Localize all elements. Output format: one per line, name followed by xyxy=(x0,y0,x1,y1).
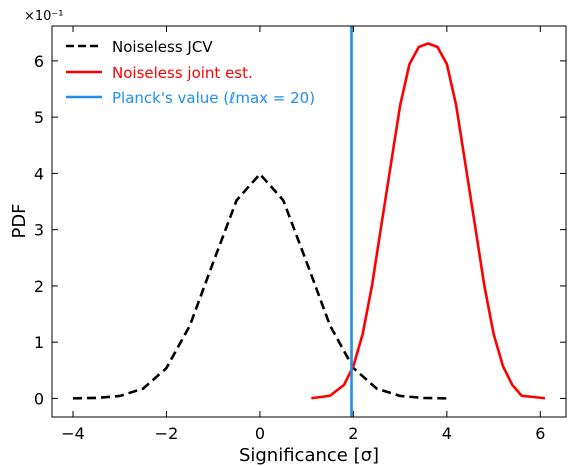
joint-point xyxy=(455,104,457,106)
x-tick-label: 0 xyxy=(255,424,265,443)
y-tick-label: 5 xyxy=(34,108,44,127)
jcv-point xyxy=(142,387,144,389)
jcv-point xyxy=(422,397,424,399)
joint-point xyxy=(399,104,401,106)
x-tick-label: 2 xyxy=(348,424,358,443)
y-tick-label: 4 xyxy=(34,164,44,183)
y-tick-label: 3 xyxy=(34,221,44,240)
joint-point xyxy=(446,63,448,65)
joint-point xyxy=(474,223,476,225)
series-joint-line xyxy=(311,42,546,400)
legend-label-joint: Noiseless joint est. xyxy=(112,64,253,82)
jcv-point xyxy=(165,367,167,369)
legend: Noiseless JCV Noiseless joint est. Planc… xyxy=(66,38,315,107)
series-layer xyxy=(72,26,546,417)
joint-point xyxy=(343,384,345,386)
plot-background xyxy=(52,26,566,417)
joint-point xyxy=(310,397,312,399)
jcv-point xyxy=(212,261,214,263)
jcv-point xyxy=(446,397,448,399)
joint-point xyxy=(520,395,522,397)
series-jcv-line xyxy=(73,172,447,400)
jcv-point xyxy=(189,324,191,326)
joint-point xyxy=(502,365,504,367)
legend-label-planck: Planck's value (ℓmax = 20) xyxy=(112,89,315,107)
x-tick-label: 6 xyxy=(535,424,545,443)
jcv-point xyxy=(235,199,237,201)
jcv-point xyxy=(399,395,401,397)
x-tick-label: −4 xyxy=(61,424,85,443)
jcv-point xyxy=(95,397,97,399)
joint-point xyxy=(362,333,364,335)
jcv-point xyxy=(329,324,331,326)
x-tick-label: 4 xyxy=(442,424,452,443)
joint-point xyxy=(427,42,429,44)
y-tick-label: 2 xyxy=(34,277,44,296)
y-tick-label: 6 xyxy=(34,52,44,71)
y-axis-multiplier: ×10⁻¹ xyxy=(24,9,64,24)
jcv-point xyxy=(119,395,121,397)
y-tick-label: 1 xyxy=(34,333,44,352)
jcv-point xyxy=(259,173,261,175)
joint-point xyxy=(408,63,410,65)
joint-point xyxy=(464,164,466,166)
joint-point xyxy=(492,333,494,335)
jcv-point xyxy=(376,387,378,389)
y-tick-label: 0 xyxy=(34,389,44,408)
joint-point xyxy=(544,397,546,399)
tick-layer: −4 −2 0 2 4 6 0 1 2 3 4 5 6 xyxy=(34,26,566,443)
joint-point xyxy=(436,46,438,48)
joint-point xyxy=(418,46,420,48)
joint-point xyxy=(329,395,331,397)
joint-point xyxy=(511,384,513,386)
x-axis-label: Significance [σ] xyxy=(239,445,379,466)
plot-frame xyxy=(51,25,567,418)
legend-label-jcv: Noiseless JCV xyxy=(112,38,213,56)
jcv-point xyxy=(305,261,307,263)
y-axis-label: PDF xyxy=(9,203,30,238)
x-tick-label: −2 xyxy=(155,424,179,443)
jcv-point xyxy=(72,397,74,399)
joint-point xyxy=(371,284,373,286)
jcv-point xyxy=(282,199,284,201)
joint-point xyxy=(380,223,382,225)
joint-point xyxy=(390,164,392,166)
joint-point xyxy=(483,284,485,286)
